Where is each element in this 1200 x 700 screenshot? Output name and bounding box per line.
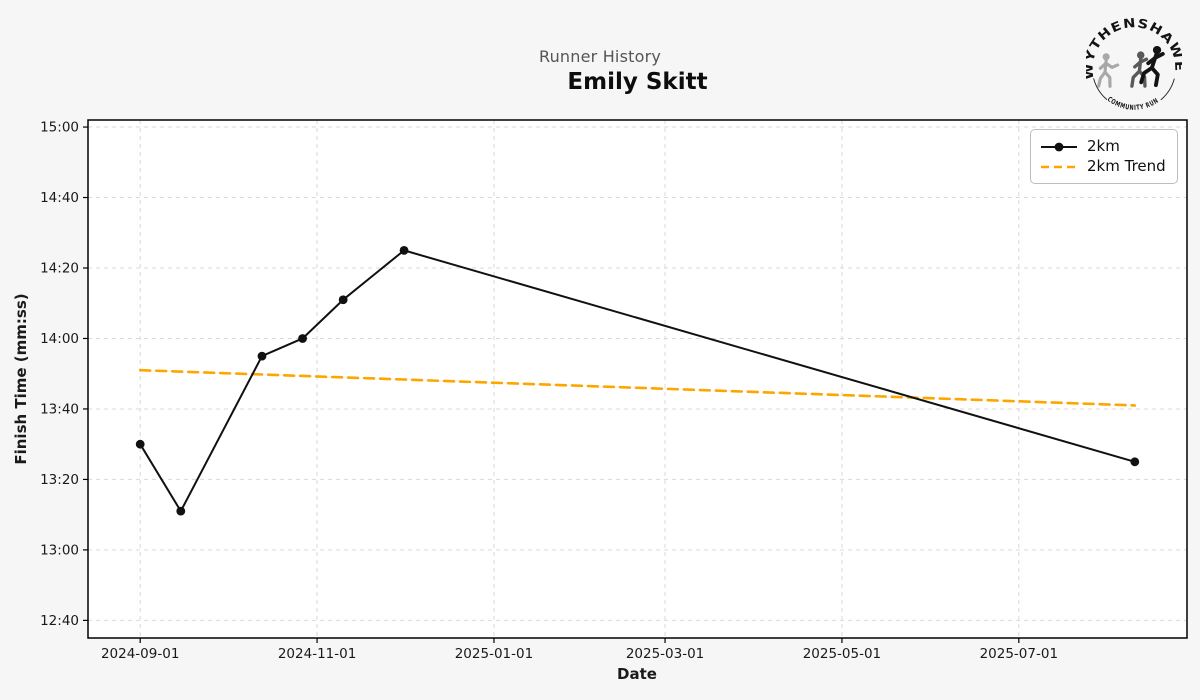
x-tick-label: 2025-07-01 xyxy=(980,646,1058,662)
logo-top-textpath: WYTHENSHAWE xyxy=(1086,15,1182,80)
y-tick-label: 14:40 xyxy=(40,190,79,206)
club-logo: WYTHENSHAWE COMMUNITY RUN xyxy=(1086,15,1182,112)
x-axis-label: Date xyxy=(617,665,657,683)
y-tick-label: 13:40 xyxy=(40,401,79,417)
axis-ticks: 2024-09-01 2024-11-01 2025-01-01 2025-03-01… xyxy=(40,120,1058,662)
x-tick-label: 2024-09-01 xyxy=(101,646,179,662)
data-point xyxy=(1130,457,1140,467)
data-point xyxy=(338,295,348,305)
y-tick-label: 14:00 xyxy=(40,331,79,347)
runner-name-title: Emily Skitt xyxy=(567,69,708,95)
axes-spines xyxy=(87,119,1188,639)
legend-line-sample xyxy=(1041,165,1077,168)
gridlines xyxy=(88,120,1187,638)
y-tick-label: 14:20 xyxy=(40,261,79,277)
y-tick-label: 13:20 xyxy=(40,472,79,488)
legend-item-2km: 2km xyxy=(1040,139,1168,154)
data-point xyxy=(399,245,409,255)
x-tick-label: 2025-03-01 xyxy=(626,646,704,662)
logo-bottom-text: COMMUNITY RUN xyxy=(1106,95,1160,112)
data-point xyxy=(176,506,186,516)
legend-marker xyxy=(1054,142,1064,151)
plot-area xyxy=(88,120,1187,638)
y-tick-label: 12:40 xyxy=(40,613,79,629)
y-tick-label: 13:00 xyxy=(40,542,79,558)
y-axis-label: Finish Time (mm:ss) xyxy=(12,293,30,465)
runner-silhouette-right xyxy=(1139,45,1165,88)
legend-label: 2km xyxy=(1087,137,1120,155)
x-tick-label: 2025-05-01 xyxy=(803,646,881,662)
legend-line-sample xyxy=(1041,142,1077,151)
y-tick-label: 15:00 xyxy=(40,120,79,136)
runner-silhouette-middle xyxy=(1130,51,1149,88)
logo-bottom-textpath: COMMUNITY RUN xyxy=(1106,95,1160,112)
trend-line xyxy=(138,368,1137,407)
chart-suptitle: Runner History xyxy=(538,47,662,66)
legend: 2km 2km Trend xyxy=(1030,129,1178,184)
logo-top-text: WYTHENSHAWE xyxy=(1086,15,1182,80)
legend-label: 2km Trend xyxy=(1087,157,1166,175)
data-point-markers xyxy=(135,245,1140,516)
legend-item-2km-trend: 2km Trend xyxy=(1040,159,1168,174)
data-point xyxy=(298,334,307,343)
data-point xyxy=(135,439,145,449)
x-tick-label: 2025-01-01 xyxy=(455,646,533,662)
runner-silhouette-left xyxy=(1097,53,1120,88)
x-tick-label: 2024-11-01 xyxy=(278,646,356,662)
data-point xyxy=(257,351,267,361)
